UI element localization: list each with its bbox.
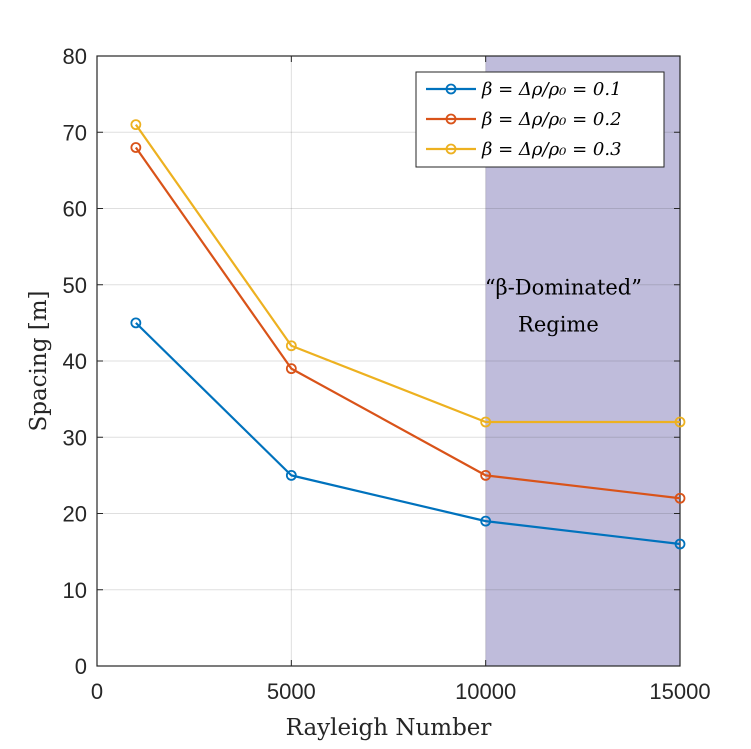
tick-label-layer: 0 5000 10000 15000 0 10 20 30 40 50 60 70 80 (63, 44, 711, 704)
legend-marker-1 (445, 113, 457, 125)
series-line-0 (135, 322, 681, 546)
data-point-0-3 (674, 538, 686, 550)
y-tick-label-1: 10 (63, 578, 87, 603)
axes-layer (96, 55, 681, 667)
series-2 (130, 119, 686, 428)
y-tick-label-5: 50 (63, 273, 87, 298)
y-tick-label-2: 20 (63, 502, 87, 527)
legend-item-1: β = Δρ/ρ₀ = 0.2 (426, 109, 622, 130)
y-tick-label-8: 80 (63, 44, 87, 69)
data-point-1-2 (480, 469, 492, 481)
series-0 (130, 317, 686, 550)
data-point-1-0 (130, 142, 142, 153)
y-tick-label-4: 40 (63, 349, 87, 374)
data-point-0-2 (480, 515, 492, 527)
data-point-2-0 (130, 119, 142, 131)
x-axis-label: Rayleigh Number (286, 715, 492, 741)
y-tick-label-6: 60 (63, 197, 87, 222)
data-point-2-3 (674, 416, 686, 428)
data-point-2-2 (480, 416, 492, 428)
data-point-0-1 (285, 469, 297, 481)
legend-marker-2 (445, 143, 457, 155)
legend-label-0: β = Δρ/ρ₀ = 0.1 (481, 79, 622, 100)
y-tick-label-7: 70 (63, 120, 87, 145)
y-tick-label-0: 0 (75, 654, 87, 679)
legend-marker-0 (445, 83, 457, 95)
series-layer (130, 119, 686, 550)
data-point-2-1 (285, 340, 297, 352)
legend: β = Δρ/ρ₀ = 0.1 β = Δρ/ρ₀ = 0.2 β = Δρ/ρ… (415, 71, 665, 168)
data-point-1-3 (674, 492, 686, 504)
y-tick-label-3: 30 (63, 425, 87, 450)
legend-label-2: β = Δρ/ρ₀ = 0.3 (481, 139, 622, 160)
data-point-1-1 (285, 363, 297, 375)
data-point-0-0 (130, 317, 142, 329)
legend-item-2: β = Δρ/ρ₀ = 0.3 (426, 139, 622, 160)
annotation-line-1: “β-Dominated” (485, 275, 642, 299)
series-1 (130, 142, 686, 504)
x-tick-label-2: 10000 (455, 679, 516, 704)
legend-item-0: β = Δρ/ρ₀ = 0.1 (426, 79, 622, 100)
y-axis-label: Spacing [m] (26, 290, 52, 431)
annotation-line-2: Regime (518, 312, 599, 336)
legend-label-1: β = Δρ/ρ₀ = 0.2 (481, 109, 622, 130)
series-line-2 (134, 123, 680, 424)
x-tick-label-3: 15000 (649, 679, 710, 704)
series-line-1 (134, 146, 681, 500)
x-tick-label-0: 0 (91, 679, 103, 704)
x-tick-label-1: 5000 (267, 679, 316, 704)
